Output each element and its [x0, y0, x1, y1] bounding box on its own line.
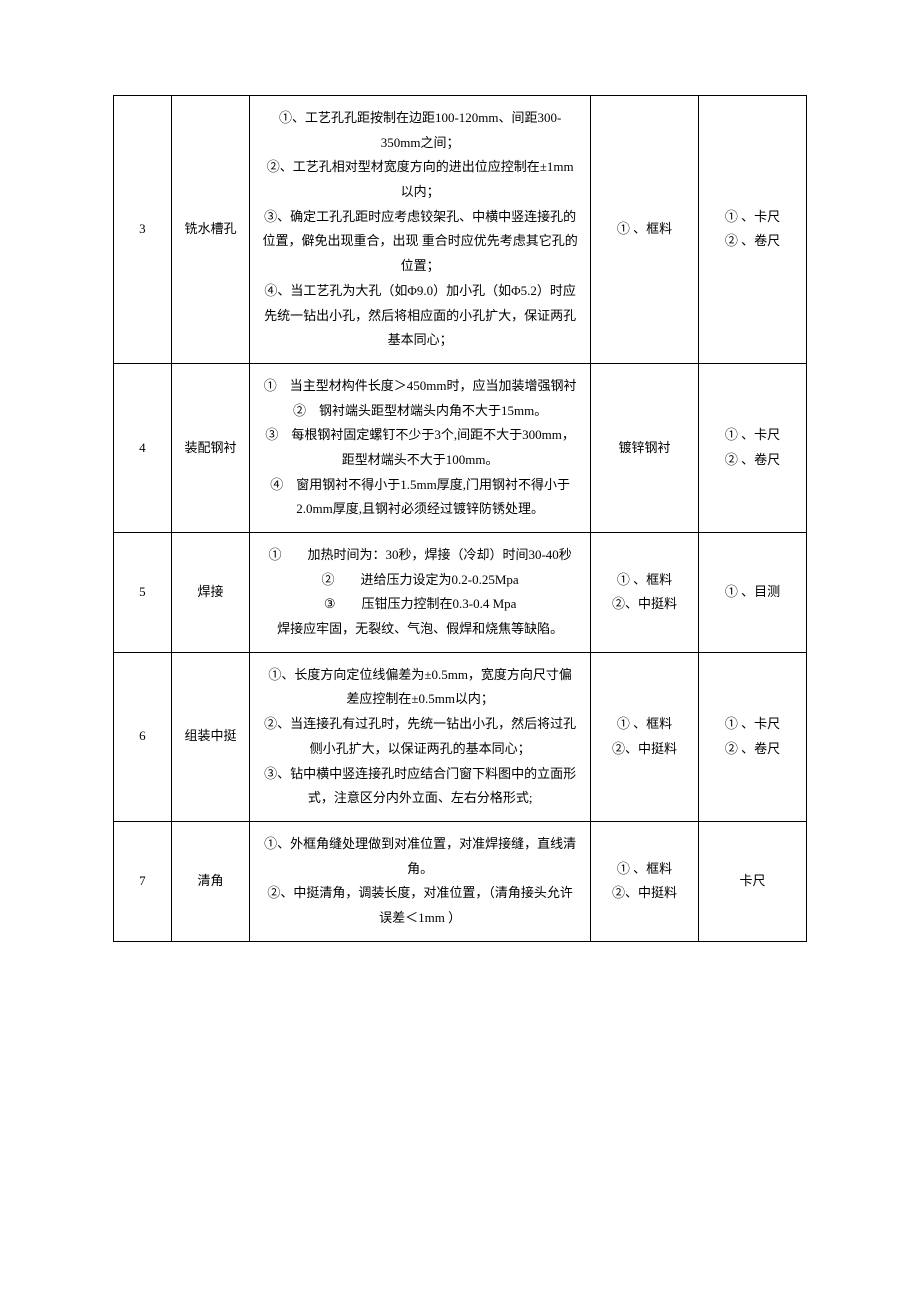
cell-obj: ① 、框料 ②、中挺料	[591, 821, 699, 941]
cell-desc: ① 加热时间为：30秒，焊接（冷却）时间30-40秒 ② 进给压力设定为0.2-…	[250, 533, 591, 653]
cell-num: 4	[114, 363, 172, 532]
cell-desc: ①、外框角缝处理做到对准位置，对准焊接缝，直线清角。 ②、中挺清角，调装长度，对…	[250, 821, 591, 941]
cell-tool: 卡尺	[698, 821, 806, 941]
table-row: 3 铣水槽孔 ①、工艺孔孔距按制在边距100-120mm、间距300-350mm…	[114, 96, 807, 364]
cell-obj: ① 、框料	[591, 96, 699, 364]
cell-name: 组装中挺	[171, 652, 250, 821]
table-row: 7 清角 ①、外框角缝处理做到对准位置，对准焊接缝，直线清角。 ②、中挺清角，调…	[114, 821, 807, 941]
table-row: 4 装配钢衬 ① 当主型材构件长度＞450mm时，应当加装增强钢衬 ② 钢衬端头…	[114, 363, 807, 532]
cell-tool: ① 、卡尺 ② 、卷尺	[698, 363, 806, 532]
table-body: 3 铣水槽孔 ①、工艺孔孔距按制在边距100-120mm、间距300-350mm…	[114, 96, 807, 942]
cell-obj: ① 、框料 ②、中挺料	[591, 652, 699, 821]
process-table: 3 铣水槽孔 ①、工艺孔孔距按制在边距100-120mm、间距300-350mm…	[113, 95, 807, 942]
document-page: 3 铣水槽孔 ①、工艺孔孔距按制在边距100-120mm、间距300-350mm…	[0, 0, 920, 1037]
cell-num: 6	[114, 652, 172, 821]
cell-tool: ① 、目测	[698, 533, 806, 653]
cell-desc: ①、长度方向定位线偏差为±0.5mm，宽度方向尺寸偏差应控制在±0.5mm以内；…	[250, 652, 591, 821]
cell-num: 5	[114, 533, 172, 653]
cell-name: 铣水槽孔	[171, 96, 250, 364]
cell-name: 装配钢衬	[171, 363, 250, 532]
table-row: 5 焊接 ① 加热时间为：30秒，焊接（冷却）时间30-40秒 ② 进给压力设定…	[114, 533, 807, 653]
cell-obj: 镀锌钢衬	[591, 363, 699, 532]
cell-desc: ① 当主型材构件长度＞450mm时，应当加装增强钢衬 ② 钢衬端头距型材端头内角…	[250, 363, 591, 532]
cell-name: 焊接	[171, 533, 250, 653]
cell-num: 3	[114, 96, 172, 364]
cell-name: 清角	[171, 821, 250, 941]
table-row: 6 组装中挺 ①、长度方向定位线偏差为±0.5mm，宽度方向尺寸偏差应控制在±0…	[114, 652, 807, 821]
cell-desc: ①、工艺孔孔距按制在边距100-120mm、间距300-350mm之间； ②、工…	[250, 96, 591, 364]
cell-obj: ① 、框料 ②、中挺料	[591, 533, 699, 653]
cell-num: 7	[114, 821, 172, 941]
cell-tool: ① 、卡尺 ② 、卷尺	[698, 652, 806, 821]
cell-tool: ① 、卡尺 ② 、卷尺	[698, 96, 806, 364]
